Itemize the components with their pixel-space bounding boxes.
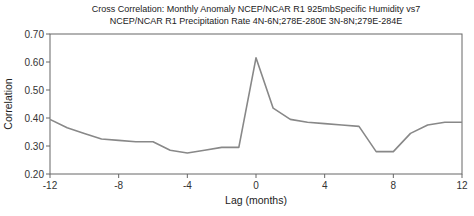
y-tick [46,34,50,35]
x-axis-label: Lag (months) [225,194,287,206]
y-tick-label: 0.70 [25,29,45,40]
title: Cross Correlation: Monthly Anomaly NCEP/… [92,4,421,14]
x-tick [187,174,188,178]
x-tick-label: -8 [114,180,123,191]
x-tick [256,174,257,178]
subtitle: NCEP/NCAR R1 Precipitation Rate 4N-6N;27… [110,16,403,26]
y-tick-label: 0.30 [25,141,45,152]
x-tick [462,174,463,178]
y-tick [46,174,50,175]
y-tick-label: 0.20 [25,169,45,180]
y-tick-label: 0.40 [25,113,45,124]
plot-frame [50,34,462,174]
x-tick-label: 8 [391,180,397,191]
y-tick [46,62,50,63]
y-tick-label: 0.50 [25,85,45,96]
x-tick-label: 4 [322,180,328,191]
line [50,58,462,153]
x-tick [118,174,119,178]
y-axis-label: Correlation [2,78,14,130]
y-tick [46,90,50,91]
x-tick [324,174,325,178]
x-tick-label: -12 [43,180,58,191]
chart: Cross Correlation: Monthly Anomaly NCEP/… [0,0,474,216]
x-tick-label: 0 [253,180,259,191]
x-tick-label: -4 [183,180,192,191]
plot-area [50,58,462,153]
x-tick [393,174,394,178]
x-tick-label: 12 [456,180,468,191]
x-tick [50,174,51,178]
y-tick-label: 0.60 [25,57,45,68]
y-tick [46,118,50,119]
y-tick [46,146,50,147]
